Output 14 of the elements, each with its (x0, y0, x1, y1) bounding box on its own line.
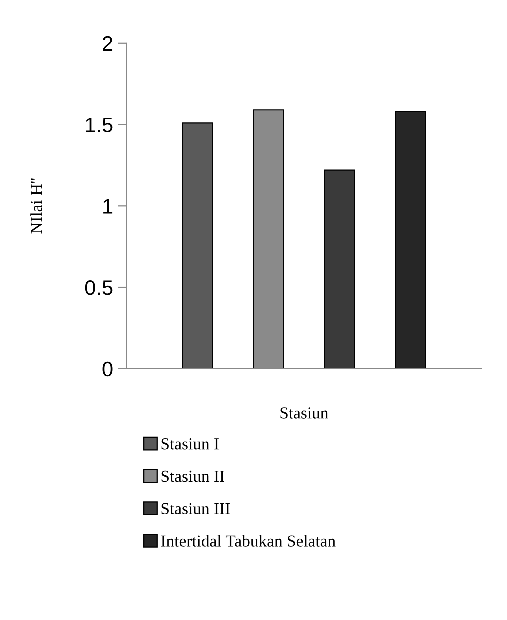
bar (395, 111, 426, 369)
y-tick-label: 2 (103, 36, 113, 51)
y-axis-title: NIlai H'' (30, 178, 42, 234)
y-tick-label: 1 (104, 199, 113, 214)
bar (324, 170, 356, 369)
legend-label: Stasiun III (162, 503, 230, 515)
y-tick-label: 1.5 (86, 118, 113, 133)
y-tick-label: 0 (102, 362, 113, 377)
legend-label: Intertidal Tabukan Selatan (161, 535, 336, 547)
bar (182, 122, 214, 369)
x-axis-title: Stasiun (280, 408, 328, 419)
y-tick-label: 0.5 (85, 280, 113, 296)
legend-label: Stasiun II (162, 470, 224, 482)
legend-label: Stasiun I (162, 438, 219, 450)
